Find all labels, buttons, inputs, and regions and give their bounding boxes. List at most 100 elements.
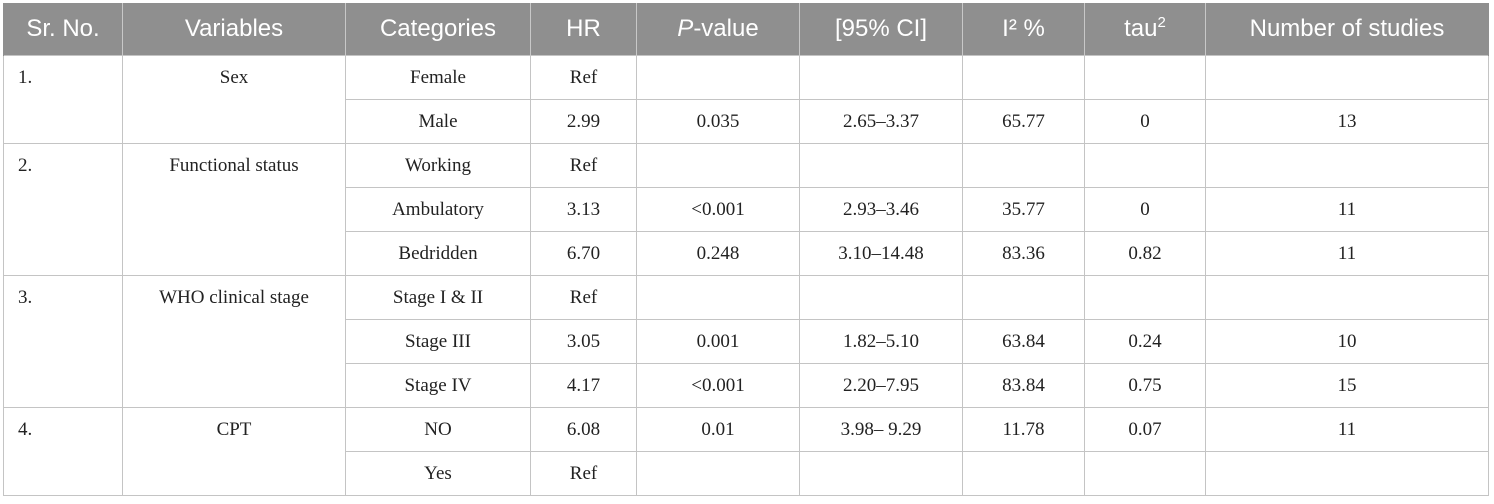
category-cell: Working — [345, 143, 531, 188]
i2-cell — [962, 55, 1085, 100]
p-value-cell: 0.248 — [636, 231, 800, 276]
i2-cell — [962, 275, 1085, 320]
p-value-cell — [636, 275, 800, 320]
tau2-cell: 0.07 — [1084, 407, 1206, 452]
variable-cell: CPT — [122, 407, 346, 496]
table-row: Ambulatory 3.13 <0.001 2.93–3.46 35.77 0 11 — [4, 187, 1489, 232]
ci-cell: 1.82–5.10 — [799, 319, 963, 364]
ci-cell — [799, 55, 963, 100]
ci-cell: 2.20–7.95 — [799, 363, 963, 408]
table-body: 1. Sex Female Ref Male 2.99 0.035 2.65–3.37 65.7… — [3, 55, 1489, 496]
hr-cell: 3.13 — [530, 187, 637, 232]
p-value-cell: 0.035 — [636, 99, 800, 144]
category-cell: Female — [345, 55, 531, 100]
p-value-cell: <0.001 — [636, 363, 800, 408]
header-row: Sr. No. Variables Categories HR P-value … — [3, 3, 1489, 56]
studies-cell: 15 — [1205, 363, 1489, 408]
i2-cell — [962, 451, 1085, 496]
table-row: 2. Functional status Working Ref — [3, 143, 1489, 276]
hr-cell: 4.17 — [530, 363, 637, 408]
tau2-cell — [1084, 275, 1206, 320]
header-p-value: P-value — [636, 3, 800, 56]
table-row: Male 2.99 0.035 2.65–3.37 65.77 0 13 — [4, 99, 1489, 144]
sr-no-cell: 3. — [3, 275, 123, 408]
studies-cell — [1205, 451, 1489, 496]
tau2-cell: 0.75 — [1084, 363, 1206, 408]
category-cell: Stage IV — [345, 363, 531, 408]
i2-cell: 35.77 — [962, 187, 1085, 232]
studies-cell: 13 — [1205, 99, 1489, 144]
p-value-cell: 0.01 — [636, 407, 800, 452]
category-cell: Male — [345, 99, 531, 144]
tau2-cell: 0 — [1084, 99, 1206, 144]
p-value-cell: <0.001 — [636, 187, 800, 232]
category-cell: NO — [345, 407, 531, 452]
ci-cell — [799, 143, 963, 188]
header-sr-no: Sr. No. — [3, 3, 123, 56]
header-tau-sup: 2 — [1157, 14, 1166, 31]
tau2-cell — [1084, 55, 1206, 100]
studies-cell — [1205, 143, 1489, 188]
category-cell: Stage III — [345, 319, 531, 364]
studies-cell — [1205, 275, 1489, 320]
hr-cell: 3.05 — [530, 319, 637, 364]
sr-no-cell: 4. — [3, 407, 123, 496]
results-table: Sr. No. Variables Categories HR P-value … — [3, 3, 1489, 496]
studies-cell — [1205, 55, 1489, 100]
table-row: 3. WHO clinical stage Stage I & II Ref — [3, 275, 1489, 408]
tau2-cell — [1084, 143, 1206, 188]
table-row: Yes Ref — [4, 451, 1489, 496]
tau2-cell — [1084, 451, 1206, 496]
p-value-cell — [636, 143, 800, 188]
tau2-cell: 0.82 — [1084, 231, 1206, 276]
header-ci: [95% CI] — [799, 3, 963, 56]
i2-cell: 83.36 — [962, 231, 1085, 276]
hr-cell: Ref — [530, 143, 637, 188]
table-row: 4. CPT NO 6.08 0.01 3.98– 9.29 11.78 0.07 11 — [3, 407, 1489, 496]
ci-cell — [799, 275, 963, 320]
sr-no-cell: 2. — [3, 143, 123, 276]
table-row: 1. Sex Female Ref — [3, 55, 1489, 144]
hr-cell: 6.08 — [530, 407, 637, 452]
header-categories: Categories — [345, 3, 531, 56]
ci-cell: 2.65–3.37 — [799, 99, 963, 144]
ci-cell: 2.93–3.46 — [799, 187, 963, 232]
header-p-rest: -value — [693, 15, 759, 42]
header-hr: HR — [530, 3, 637, 56]
table-row: Bedridden 6.70 0.248 3.10–14.48 83.36 0.82 11 — [4, 231, 1489, 276]
hr-cell: 2.99 — [530, 99, 637, 144]
header-i2: I² % — [962, 3, 1085, 56]
studies-cell: 11 — [1205, 407, 1489, 452]
tau2-cell: 0.24 — [1084, 319, 1206, 364]
p-value-cell — [636, 55, 800, 100]
i2-cell: 65.77 — [962, 99, 1085, 144]
ci-cell: 3.10–14.48 — [799, 231, 963, 276]
header-number-of-studies: Number of studies — [1205, 3, 1489, 56]
p-value-cell: 0.001 — [636, 319, 800, 364]
hr-cell: Ref — [530, 275, 637, 320]
header-tau2: tau2 — [1084, 3, 1206, 56]
hr-cell: Ref — [530, 451, 637, 496]
table-row: Stage IV 4.17 <0.001 2.20–7.95 83.84 0.75 15 — [4, 363, 1489, 408]
header-tau-base: tau — [1124, 15, 1158, 42]
variable-cell: Sex — [122, 55, 346, 144]
i2-cell — [962, 143, 1085, 188]
studies-cell: 11 — [1205, 231, 1489, 276]
ci-cell — [799, 451, 963, 496]
hr-cell: Ref — [530, 55, 637, 100]
i2-cell: 63.84 — [962, 319, 1085, 364]
p-value-cell — [636, 451, 800, 496]
category-cell: Bedridden — [345, 231, 531, 276]
studies-cell: 11 — [1205, 187, 1489, 232]
category-cell: Yes — [345, 451, 531, 496]
category-cell: Ambulatory — [345, 187, 531, 232]
tau2-cell: 0 — [1084, 187, 1206, 232]
variable-cell: WHO clinical stage — [122, 275, 346, 408]
table-row: Stage III 3.05 0.001 1.82–5.10 63.84 0.24 10 — [4, 319, 1489, 364]
header-p-italic: P — [677, 15, 694, 42]
ci-cell: 3.98– 9.29 — [799, 407, 963, 452]
variable-cell: Functional status — [122, 143, 346, 276]
sr-no-cell: 1. — [3, 55, 123, 144]
studies-cell: 10 — [1205, 319, 1489, 364]
header-variables: Variables — [122, 3, 346, 56]
